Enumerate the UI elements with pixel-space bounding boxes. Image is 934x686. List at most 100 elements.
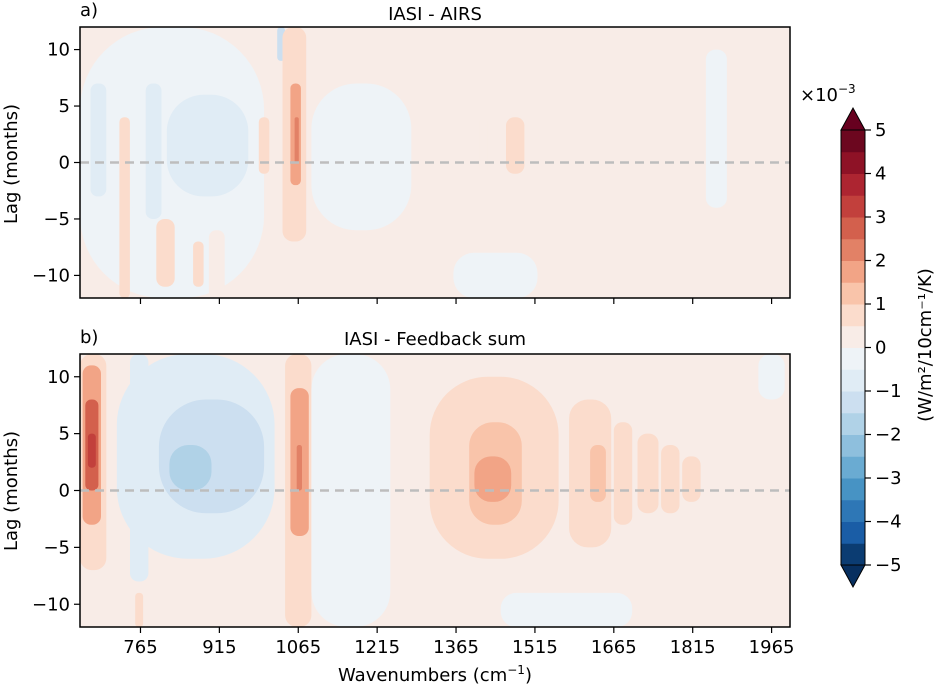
heatmap-region — [316, 410, 343, 525]
colorbar-cell — [841, 304, 865, 327]
heatmap-region — [637, 433, 659, 514]
heatmap-region — [90, 83, 107, 197]
colorbar-tick-label: −1 — [875, 381, 902, 402]
panel-b-title: IASI - Feedback sum — [344, 329, 526, 350]
colorbar-ticks: 5 4 3 2 1 0 −1 −2 −3 −4 −5 — [865, 120, 902, 576]
heatmap-region — [613, 422, 633, 525]
colorbar-label: (W/m²/10cm⁻¹/K) — [915, 268, 934, 422]
panel-a-ylabel: Lag (months) — [1, 104, 22, 224]
colorbar-tick-label: −5 — [875, 555, 902, 576]
colorbar-tick-label: 1 — [875, 294, 886, 315]
y-tick-label: 5 — [59, 96, 70, 117]
heatmap-region — [135, 592, 144, 627]
colorbar-cell — [841, 217, 865, 240]
heatmap-region — [474, 456, 512, 502]
x-tick-label: 1215 — [354, 637, 400, 658]
colorbar-cell — [841, 521, 865, 544]
heatmap-region — [130, 354, 149, 582]
x-tick-label: 765 — [123, 637, 157, 658]
colorbar: ×10−3 5 4 3 2 1 0 −1 −2 −3 −4 −5 (W/m²/10cm⁻¹/K) — [800, 82, 934, 589]
colorbar-multiplier: ×10−3 — [800, 82, 856, 106]
colorbar-cell — [841, 478, 865, 501]
colorbar-extend-low — [840, 564, 866, 589]
x-tick-label: 1065 — [275, 637, 321, 658]
colorbar-cells — [840, 106, 866, 589]
heatmap-region — [119, 117, 130, 298]
panel-b-heatmap — [80, 354, 790, 627]
x-tick-label: 915 — [202, 637, 236, 658]
colorbar-cell — [841, 412, 865, 435]
x-tick-label: 1965 — [749, 637, 795, 658]
heatmap-region — [193, 241, 204, 287]
y-tick-label: 0 — [59, 153, 70, 174]
heatmap-region — [682, 456, 701, 502]
y-tick-label: −10 — [32, 594, 70, 615]
colorbar-cell — [841, 543, 865, 566]
colorbar-cell — [841, 130, 865, 153]
x-tick-label: 1515 — [512, 637, 558, 658]
heatmap-region — [661, 445, 680, 514]
colorbar-tick-label: −4 — [875, 512, 902, 533]
colorbar-cell — [841, 369, 865, 392]
colorbar-tick-label: 3 — [875, 207, 886, 228]
colorbar-cell — [841, 391, 865, 414]
heatmap-region — [177, 128, 201, 174]
colorbar-tick-label: 0 — [875, 338, 886, 359]
panel-a-frame — [79, 26, 791, 299]
heatmap-region — [169, 445, 212, 491]
heatmap-region — [506, 117, 525, 174]
colorbar-cell — [841, 456, 865, 479]
colorbar-tick-label: −2 — [875, 425, 902, 446]
panel-a-label: a) — [80, 0, 98, 21]
colorbar-cell — [841, 325, 865, 348]
panel-b-ticks: 765 915 1065 1215 1365 1515 1665 1815 1965 10 5 0 −5… — [32, 367, 794, 658]
colorbar-cell — [841, 499, 865, 522]
colorbar-tick-label: 5 — [875, 120, 886, 141]
heatmap-region — [258, 117, 270, 174]
heatmap-region — [87, 433, 96, 468]
heatmap-region — [500, 592, 633, 627]
heatmap-region — [311, 83, 412, 231]
panel-a: a) IASI - AIRS Lag (months) 10 5 0 −5 −10 — [1, 0, 791, 304]
panel-b-label: b) — [80, 327, 98, 348]
colorbar-cell — [841, 347, 865, 370]
colorbar-tick-label: 4 — [875, 164, 886, 185]
x-tick-label: 1665 — [591, 637, 637, 658]
heatmap-region — [208, 230, 225, 299]
heatmap-region — [294, 117, 299, 163]
heatmap-region — [156, 219, 175, 287]
heatmap-region — [145, 83, 162, 219]
colorbar-cell — [841, 434, 865, 457]
y-tick-label: −5 — [43, 537, 70, 558]
panel-a-title: IASI - AIRS — [388, 4, 482, 25]
y-tick-label: 5 — [59, 424, 70, 445]
panel-b: b) IASI - Feedback sum Lag (months) 765 9… — [1, 327, 794, 658]
colorbar-cell — [841, 238, 865, 261]
y-tick-label: −10 — [32, 265, 70, 286]
colorbar-extend-high — [840, 106, 866, 131]
x-tick-label: 1815 — [670, 637, 716, 658]
heatmap-region — [758, 354, 785, 400]
panel-a-ticks: 10 5 0 −5 −10 — [32, 40, 773, 304]
colorbar-cell — [841, 195, 865, 218]
x-tick-label: 1365 — [433, 637, 479, 658]
y-tick-label: 10 — [47, 40, 70, 61]
colorbar-cell — [841, 151, 865, 174]
y-tick-label: −5 — [43, 209, 70, 230]
colorbar-tick-label: −3 — [875, 468, 902, 489]
x-axis-label: Wavenumbers (cm−1) — [338, 663, 532, 686]
colorbar-cell — [841, 173, 865, 196]
y-tick-label: 0 — [59, 481, 70, 502]
heatmap-region — [590, 445, 606, 502]
panel-a-heatmap — [80, 27, 790, 299]
heatmap-region — [296, 445, 302, 491]
colorbar-tick-label: 2 — [875, 251, 886, 272]
colorbar-cell — [841, 282, 865, 305]
colorbar-cell — [841, 260, 865, 283]
panel-b-ylabel: Lag (months) — [1, 431, 22, 551]
heatmap-region — [453, 252, 538, 298]
heatmap-region — [479, 117, 488, 174]
panel-b-frame — [79, 353, 791, 628]
heatmap-region — [705, 49, 727, 208]
